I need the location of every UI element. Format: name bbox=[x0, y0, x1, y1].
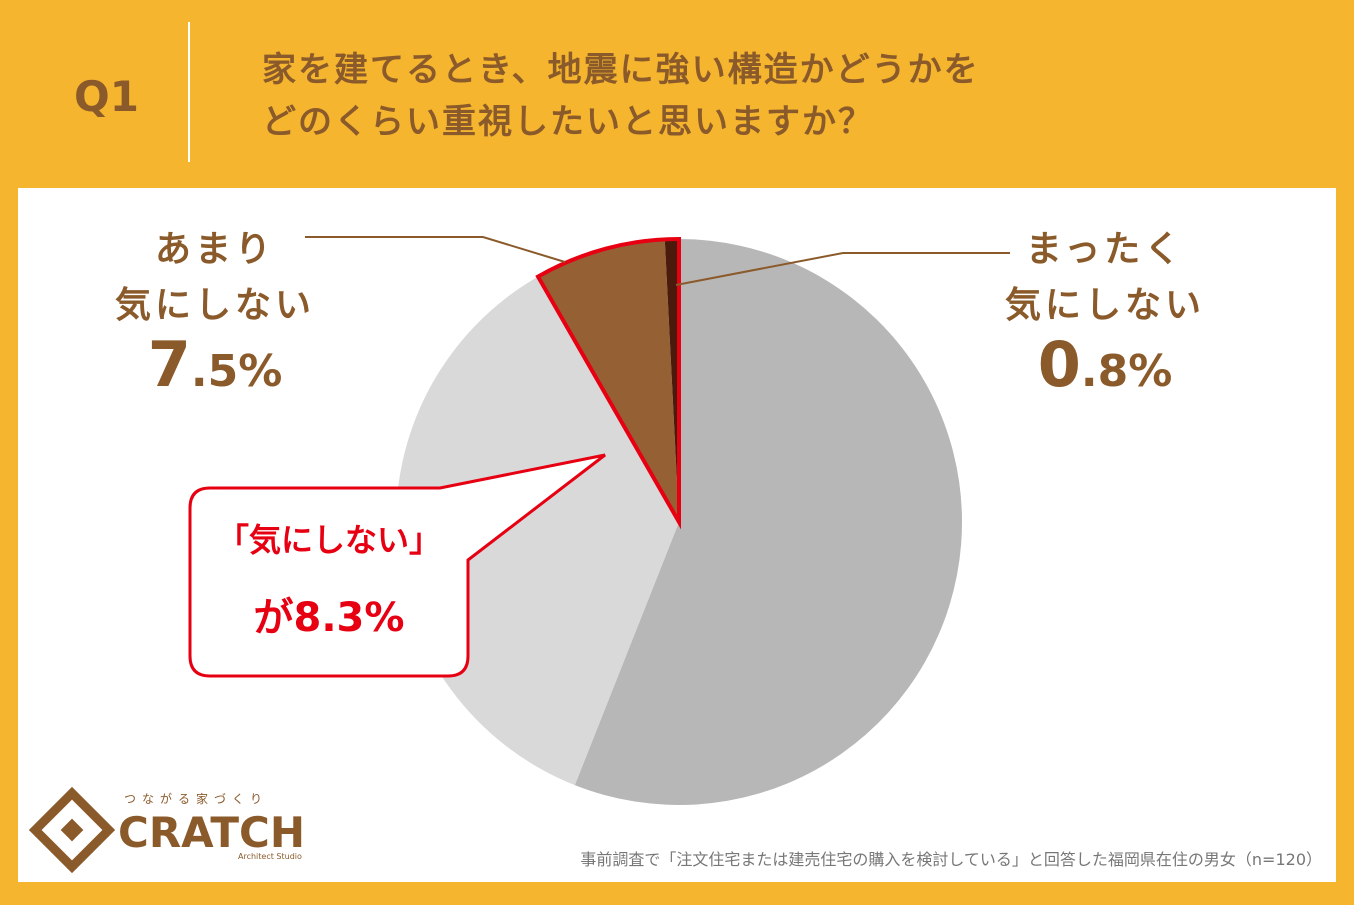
pie-slice bbox=[664, 239, 679, 522]
highlight-outline bbox=[535, 236, 681, 530]
callout-line: 「気にしない」 bbox=[216, 521, 441, 559]
logo-mark bbox=[28, 786, 116, 874]
pie-slice bbox=[538, 239, 679, 523]
leader-line bbox=[675, 252, 1010, 286]
callout-box bbox=[188, 453, 606, 678]
logo-name: CRATCH bbox=[118, 808, 306, 857]
callout-line: が8.3% bbox=[253, 595, 405, 641]
question: 家を建てるとき、地震に強い構造かどうかを どのくらい重視したいと思いますか？ bbox=[262, 44, 980, 148]
question-number: Q1 bbox=[74, 72, 139, 121]
slice-label: あまり 気にしない bbox=[114, 229, 315, 326]
question-line: 家を建てるとき、地震に強い構造かどうかを bbox=[262, 50, 980, 90]
value-label: 0.8% bbox=[1037, 328, 1173, 401]
value-label: 7.5% bbox=[147, 328, 283, 401]
leader-line bbox=[305, 236, 566, 263]
divider bbox=[188, 22, 190, 162]
logo-sub: Architect Studio bbox=[238, 852, 302, 861]
question-line: どのくらい重視したいと思いますか？ bbox=[262, 102, 874, 142]
footnote: 事前調査で「注文住宅または建売住宅の購入を検討している」と回答した福岡県在住の男… bbox=[580, 850, 1322, 869]
logo-tagline: つながる家づくり bbox=[124, 792, 269, 806]
pie-slice bbox=[574, 239, 962, 806]
slice-label: まったく 気にしない bbox=[1004, 229, 1205, 326]
